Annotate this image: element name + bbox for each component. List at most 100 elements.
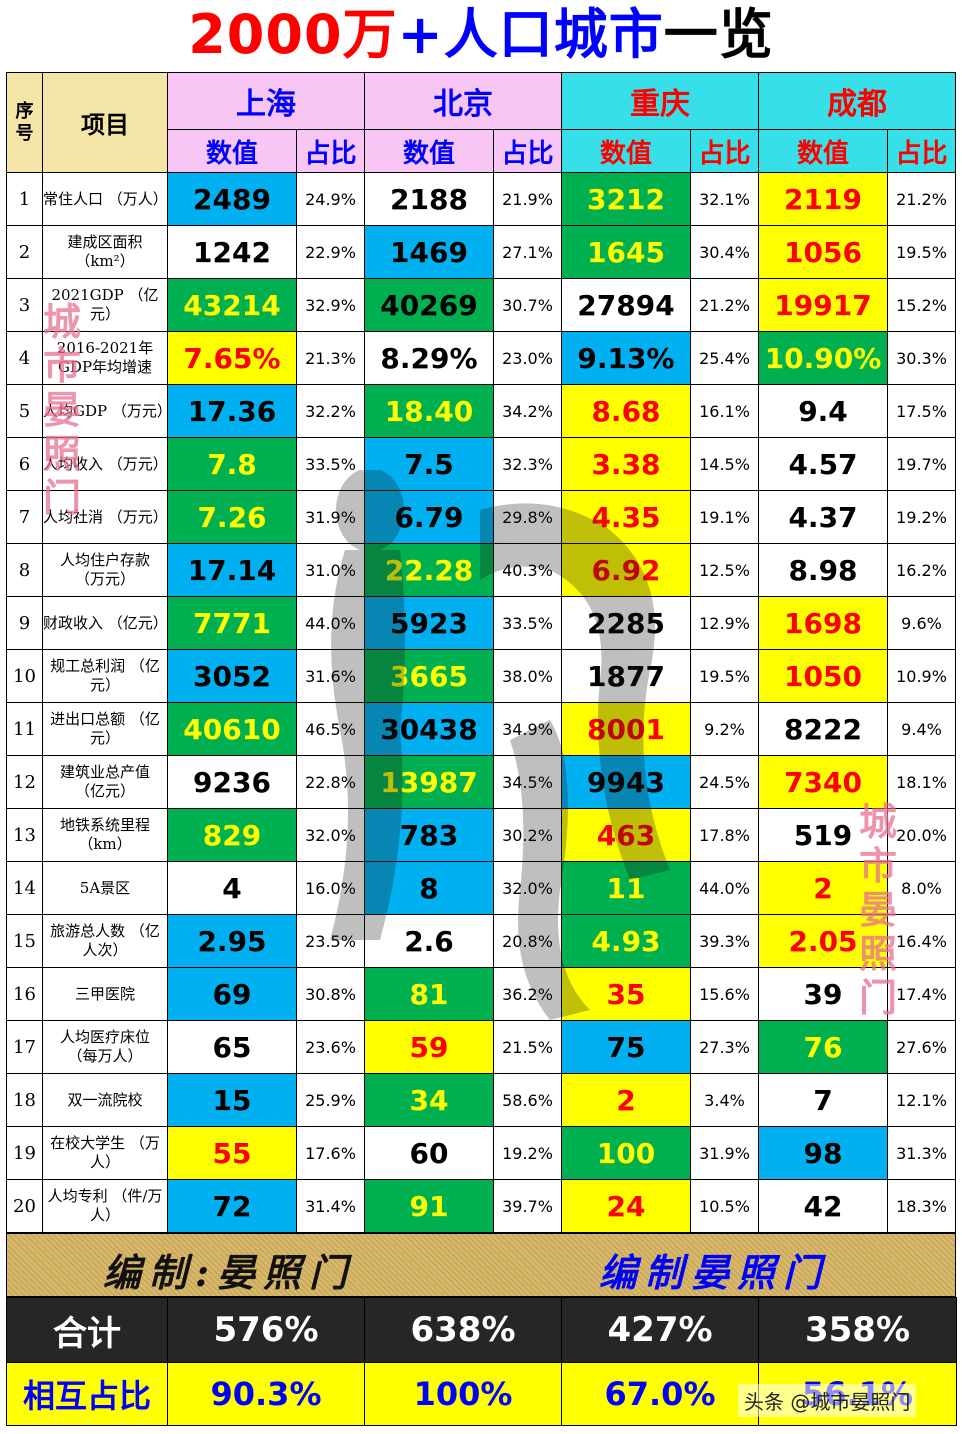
- value-chongqing: 2: [561, 1073, 691, 1127]
- row-seq: 5: [6, 384, 43, 438]
- table-row: 2 建成区面积 （km²） 1242 22.9% 1469 27.1% 1645 30.4% 1…: [6, 225, 956, 279]
- ratio-chengdu: 8.0%: [887, 861, 956, 915]
- value-beijing: 60: [364, 1126, 494, 1180]
- value-chengdu: 7340: [758, 755, 888, 809]
- header-ratio-beijing: 占比: [493, 129, 562, 173]
- row-item-label: 2016-2021年 GDP年均增速: [42, 331, 168, 385]
- row-item-label: 人均医疗床位 （每万人）: [42, 1020, 168, 1074]
- ratio-chongqing: 21.2%: [690, 278, 759, 332]
- value-shanghai: 2.95: [167, 914, 297, 968]
- value-beijing: 1469: [364, 225, 494, 279]
- city-comparison-table: 序号 项目 上海 北京 重庆 成都 数值 占比 数值 占比 数值 占比 数值 占…: [6, 72, 956, 1233]
- ratio-shanghai: 46.5%: [296, 702, 365, 756]
- ratio-chengdu: 9.4%: [887, 702, 956, 756]
- value-shanghai: 69: [167, 967, 297, 1021]
- ratio-shanghai: 32.0%: [296, 808, 365, 862]
- row-seq: 3: [6, 278, 43, 332]
- table-row: 1 常住人口 （万人） 2489 24.9% 2188 21.9% 3212 32.1% 211…: [6, 172, 956, 226]
- table-row: 16 三甲医院 69 30.8% 81 36.2% 35 15.6% 39 17.4%: [6, 967, 956, 1021]
- table-row: 4 2016-2021年 GDP年均增速 7.65% 21.3% 8.29% 23.0% 9…: [6, 331, 956, 385]
- row-item-label: 地铁系统里程 （km）: [42, 808, 168, 862]
- mutual-shanghai: 90.3%: [167, 1362, 365, 1426]
- ratio-chongqing: 15.6%: [690, 967, 759, 1021]
- ratio-beijing: 23.0%: [493, 331, 562, 385]
- row-seq: 9: [6, 596, 43, 650]
- row-seq: 7: [6, 490, 43, 544]
- value-beijing: 3665: [364, 649, 494, 703]
- ratio-chongqing: 19.1%: [690, 490, 759, 544]
- ratio-chengdu: 31.3%: [887, 1126, 956, 1180]
- ratio-beijing: 29.8%: [493, 490, 562, 544]
- table-row: 12 建筑业总产值 （亿元） 9236 22.8% 13987 34.5% 9943 24.5…: [6, 755, 956, 809]
- ratio-chengdu: 16.4%: [887, 914, 956, 968]
- row-item-label: 常住人口 （万人）: [42, 172, 168, 226]
- value-beijing: 8: [364, 861, 494, 915]
- value-beijing: 91: [364, 1179, 494, 1233]
- row-item-label: 人均社消 （万元）: [42, 490, 168, 544]
- header-item: 项目: [42, 72, 168, 173]
- row-item-label: 三甲医院: [42, 967, 168, 1021]
- ratio-chengdu: 30.3%: [887, 331, 956, 385]
- row-item-label: 人均住户存款 （万元）: [42, 543, 168, 597]
- value-shanghai: 17.36: [167, 384, 297, 438]
- value-shanghai: 65: [167, 1020, 297, 1074]
- value-chengdu: 2: [758, 861, 888, 915]
- row-item-label: 双一流院校: [42, 1073, 168, 1127]
- row-item-label: 建筑业总产值 （亿元）: [42, 755, 168, 809]
- ratio-chongqing: 12.9%: [690, 596, 759, 650]
- mutual-chongqing: 67.0%: [561, 1362, 759, 1426]
- value-chongqing: 6.92: [561, 543, 691, 597]
- value-beijing: 13987: [364, 755, 494, 809]
- ratio-shanghai: 32.2%: [296, 384, 365, 438]
- ratio-shanghai: 30.8%: [296, 967, 365, 1021]
- value-shanghai: 7771: [167, 596, 297, 650]
- ratio-chengdu: 19.7%: [887, 437, 956, 491]
- title-part-2: +人口城市: [397, 3, 664, 66]
- ratio-shanghai: 16.0%: [296, 861, 365, 915]
- ratio-chengdu: 19.5%: [887, 225, 956, 279]
- totals-chongqing: 427%: [561, 1297, 759, 1363]
- value-chengdu: 1056: [758, 225, 888, 279]
- table-row: 17 人均医疗床位 （每万人） 65 23.6% 59 21.5% 75 27.3% 76 27.…: [6, 1020, 956, 1074]
- row-item-label: 人均GDP （万元）: [42, 384, 168, 438]
- totals-row: 合计 576% 638% 427% 358%: [6, 1297, 957, 1363]
- totals-shanghai: 576%: [167, 1297, 365, 1363]
- ratio-chongqing: 44.0%: [690, 861, 759, 915]
- ratio-chengdu: 20.0%: [887, 808, 956, 862]
- ratio-shanghai: 24.9%: [296, 172, 365, 226]
- value-shanghai: 7.26: [167, 490, 297, 544]
- ratio-beijing: 33.5%: [493, 596, 562, 650]
- value-shanghai: 4: [167, 861, 297, 915]
- ratio-shanghai: 22.8%: [296, 755, 365, 809]
- title-part-3: 一览: [663, 3, 774, 66]
- value-chongqing: 1877: [561, 649, 691, 703]
- ratio-shanghai: 33.5%: [296, 437, 365, 491]
- row-seq: 16: [6, 967, 43, 1021]
- ratio-shanghai: 44.0%: [296, 596, 365, 650]
- ratio-beijing: 34.2%: [493, 384, 562, 438]
- table-row: 8 人均住户存款 （万元） 17.14 31.0% 22.28 40.3% 6.92 12.5…: [6, 543, 956, 597]
- row-seq: 6: [6, 437, 43, 491]
- header-value-shanghai: 数值: [167, 129, 297, 173]
- row-seq: 19: [6, 1126, 43, 1180]
- value-chongqing: 100: [561, 1126, 691, 1180]
- value-shanghai: 15: [167, 1073, 297, 1127]
- row-seq: 14: [6, 861, 43, 915]
- value-shanghai: 9236: [167, 755, 297, 809]
- value-chongqing: 11: [561, 861, 691, 915]
- value-beijing: 59: [364, 1020, 494, 1074]
- row-seq: 10: [6, 649, 43, 703]
- value-chongqing: 8001: [561, 702, 691, 756]
- value-shanghai: 72: [167, 1179, 297, 1233]
- value-chengdu: 8222: [758, 702, 888, 756]
- value-shanghai: 829: [167, 808, 297, 862]
- ratio-chengdu: 9.6%: [887, 596, 956, 650]
- value-chengdu: 2.05: [758, 914, 888, 968]
- table-row: 10 规工总利润 （亿元） 3052 31.6% 3665 38.0% 1877 19.5% 1…: [6, 649, 956, 703]
- mutual-label: 相互占比: [6, 1362, 168, 1426]
- table-row: 13 地铁系统里程 （km） 829 32.0% 783 30.2% 463 17.8% 519…: [6, 808, 956, 862]
- header-city-chengdu: 成都: [758, 72, 956, 130]
- header-seq: 序号: [6, 72, 43, 173]
- value-shanghai: 7.65%: [167, 331, 297, 385]
- table-row: 14 5A景区 4 16.0% 8 32.0% 11 44.0% 2 8.0%: [6, 861, 956, 915]
